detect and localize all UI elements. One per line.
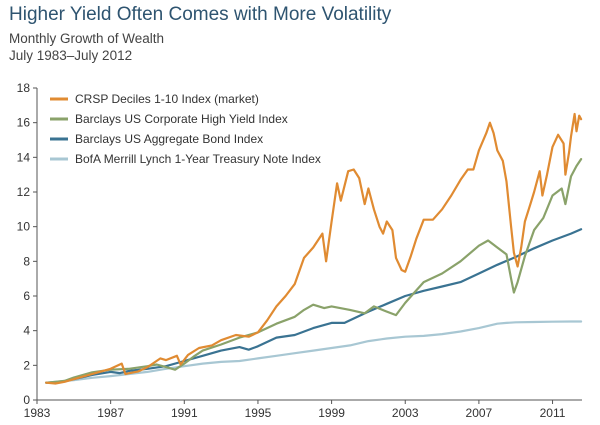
x-tick-label: 1983 <box>24 406 51 420</box>
legend-label-1: CRSP Deciles 1-10 Index (market) <box>75 92 259 106</box>
series-line-3 <box>45 228 583 384</box>
x-tick-label: 1991 <box>171 406 198 420</box>
x-tick-label: 2003 <box>392 406 419 420</box>
x-axis-ticks: 1983 1987 1991 1995 1999 2003 2007 2011 <box>24 400 566 420</box>
series-line-1 <box>45 112 583 385</box>
y-tick-label: 0 <box>23 393 30 407</box>
legend: CRSP Deciles 1-10 Index (market) Barclays… <box>50 92 321 166</box>
y-tick-label: 10 <box>17 220 31 234</box>
legend-label-4: BofA Merrill Lynch 1-Year Treasury Note … <box>75 152 321 166</box>
x-tick-label: 1999 <box>318 406 345 420</box>
series-line-2 <box>45 158 583 384</box>
series-lines <box>45 112 583 385</box>
chart-subtitle: Monthly Growth of Wealth <box>9 31 165 46</box>
y-tick-label: 14 <box>17 150 31 164</box>
y-tick-label: 8 <box>23 254 30 268</box>
x-tick-label: 1995 <box>245 406 272 420</box>
chart-date-range: July 1983–July 2012 <box>9 48 133 63</box>
x-tick-label: 2011 <box>540 406 566 420</box>
y-tick-label: 2 <box>23 358 30 372</box>
axes <box>36 88 582 401</box>
y-tick-label: 18 <box>17 81 31 95</box>
y-tick-label: 4 <box>23 324 30 338</box>
legend-label-2: Barclays US Corporate High Yield Index <box>75 112 288 126</box>
x-tick-label: 1987 <box>97 406 124 420</box>
chart-title: Higher Yield Often Comes with More Volat… <box>9 4 392 25</box>
y-axis-ticks: 0 2 4 6 8 10 12 14 16 18 <box>17 81 37 407</box>
y-tick-label: 12 <box>17 185 31 199</box>
y-tick-label: 16 <box>17 116 31 130</box>
x-tick-label: 2007 <box>466 406 493 420</box>
y-tick-label: 6 <box>23 289 30 303</box>
legend-label-3: Barclays US Aggregate Bond Index <box>75 132 263 146</box>
